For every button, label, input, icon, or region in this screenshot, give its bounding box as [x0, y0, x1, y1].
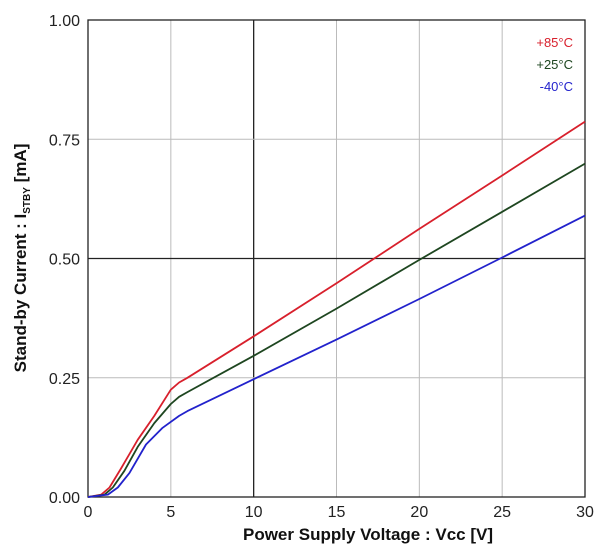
y-tick-label: 0.00: [49, 490, 80, 507]
y-axis-title-subscript: STBY: [22, 187, 33, 214]
x-tick-label: 25: [493, 504, 511, 521]
y-tick-label: 0.75: [49, 132, 80, 149]
x-axis-title: Power Supply Voltage : Vcc [V]: [243, 525, 493, 544]
y-tick-label: 1.00: [49, 13, 80, 30]
x-tick-label: 5: [166, 504, 175, 521]
series-lines: [87, 120, 586, 498]
ticks: 0 5 10 15 20 25 30 0.00 0.25 0.50 0.75 1.00: [49, 13, 594, 521]
series-line-40c: [87, 214, 586, 498]
x-tick-label: 15: [328, 504, 346, 521]
x-tick-label: 10: [245, 504, 263, 521]
y-tick-label: 0.50: [49, 252, 80, 269]
y-axis-title: Stand-by Current : ISTBY [mA]: [11, 144, 33, 373]
x-tick-label: 0: [84, 504, 93, 521]
y-tick-label: 0.25: [49, 371, 80, 388]
y-axis-title-main: Stand-by Current : I: [11, 214, 30, 373]
series-line-25c: [87, 162, 586, 498]
x-tick-label: 30: [576, 504, 594, 521]
legend: +85°C +25°C -40°C: [536, 35, 573, 94]
plot-frame: [87, 19, 586, 498]
y-axis-title-unit: [mA]: [11, 144, 30, 187]
legend-entry: +85°C: [536, 35, 573, 50]
legend-entry: +25°C: [536, 57, 573, 72]
legend-entry: -40°C: [540, 79, 573, 94]
x-tick-label: 20: [410, 504, 428, 521]
series-line-85c: [87, 120, 586, 498]
